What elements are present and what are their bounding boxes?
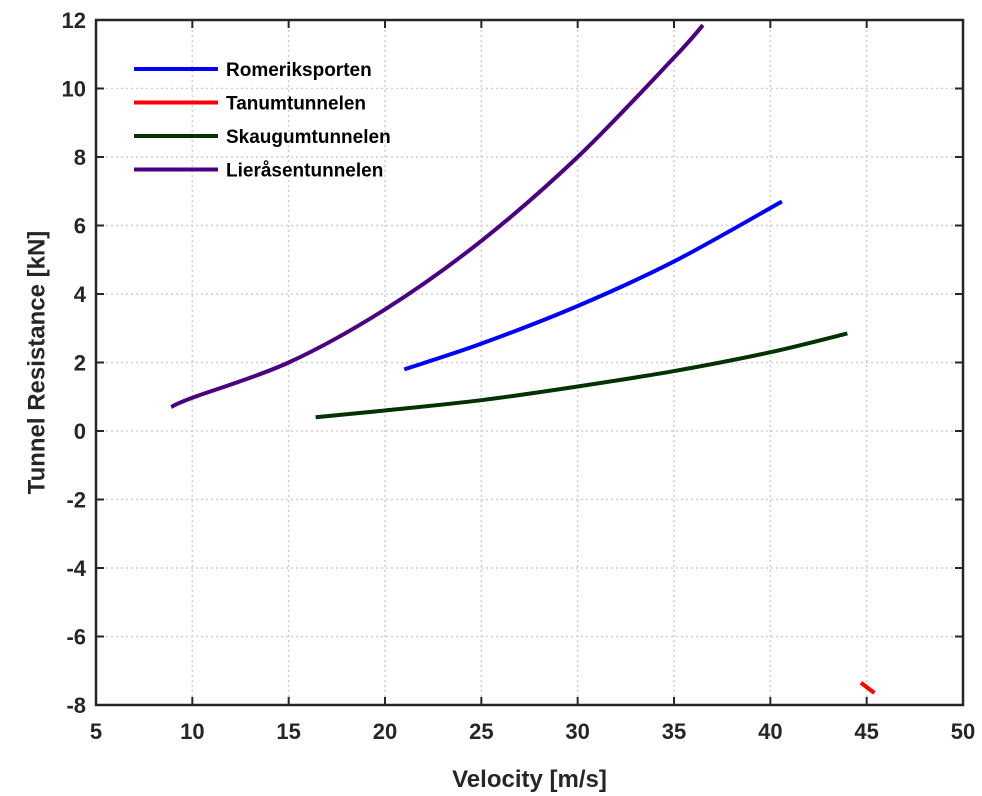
series-lines <box>170 23 876 695</box>
x-tick-label: 35 <box>662 719 686 744</box>
x-tick-label: 25 <box>469 719 493 744</box>
y-tick-label: 0 <box>74 419 86 444</box>
y-tick-label: 10 <box>62 77 86 102</box>
x-tick-label: 20 <box>373 719 397 744</box>
y-tick-label: 8 <box>74 145 86 170</box>
legend-label: Lieråsentunnelen <box>226 161 383 182</box>
series-line-romeriksporten <box>403 199 783 372</box>
x-tick-label: 45 <box>854 719 878 744</box>
legend-label: Skaugumtunnelen <box>226 127 391 148</box>
x-axis-title: Velocity [m/s] <box>452 766 607 793</box>
x-axis-ticks: 5 10 15 20 25 30 35 40 45 50 <box>90 20 975 744</box>
legend-label: Romeriksporten <box>226 60 372 81</box>
series-line-lier-sentunnelen <box>170 23 705 409</box>
legend: Romeriksporten Tanumtunnelen Skaugumtunnel… <box>134 60 391 182</box>
series-line-skaugumtunnelen <box>315 331 848 420</box>
y-tick-label: 12 <box>62 8 86 33</box>
y-tick-label: -2 <box>66 488 86 513</box>
grid <box>96 20 963 705</box>
x-tick-label: 30 <box>565 719 589 744</box>
y-tick-label: 4 <box>74 282 87 307</box>
y-tick-label: -4 <box>66 556 86 581</box>
x-tick-label: 10 <box>180 719 204 744</box>
y-axis-ticks: -8 -6 -4 -2 0 2 4 6 8 10 12 <box>62 8 963 718</box>
legend-label: Tanumtunnelen <box>226 94 366 115</box>
x-tick-label: 50 <box>951 719 975 744</box>
y-tick-label: 2 <box>74 351 86 376</box>
y-tick-label: -8 <box>66 693 86 718</box>
y-tick-label: -6 <box>66 625 86 650</box>
x-tick-label: 5 <box>90 719 102 744</box>
x-tick-label: 40 <box>758 719 782 744</box>
x-tick-label: 15 <box>276 719 300 744</box>
y-axis-title: Tunnel Resistance [kN] <box>23 231 50 495</box>
series-line-tanumtunnelen <box>859 681 876 695</box>
y-tick-label: 6 <box>74 214 86 239</box>
